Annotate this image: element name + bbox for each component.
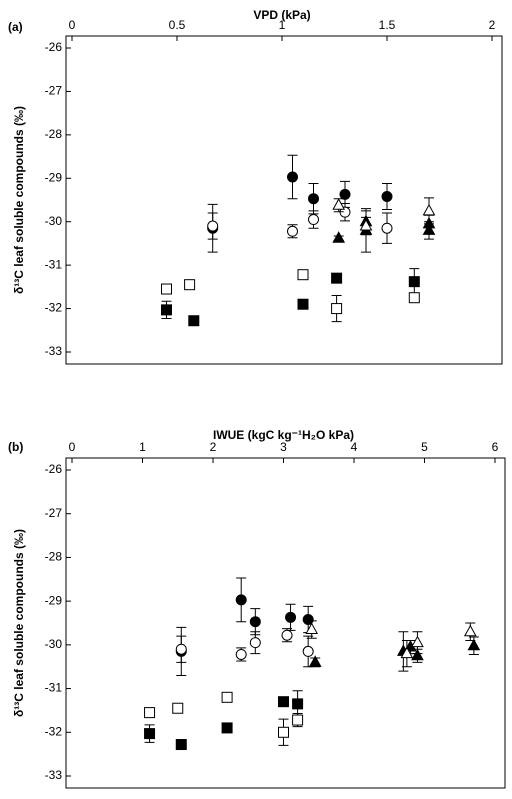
- point: [411, 648, 424, 661]
- plot-frame: [65, 35, 503, 365]
- point: [161, 304, 172, 316]
- x-tick-label: 0.5: [169, 18, 186, 32]
- y-tick-label: -30: [45, 214, 63, 228]
- point: [292, 698, 304, 710]
- y-tick-label: -28: [45, 127, 63, 141]
- y-tick-label: -30: [45, 637, 63, 651]
- point: [381, 222, 393, 234]
- point: [308, 193, 319, 205]
- x-tick-label: 4: [351, 440, 358, 454]
- y-tick-label: -31: [45, 257, 63, 271]
- point: [400, 646, 414, 659]
- point: [422, 223, 436, 235]
- point: [302, 645, 314, 657]
- point: [188, 315, 200, 327]
- point: [144, 707, 156, 719]
- point: [339, 188, 351, 200]
- point: [297, 298, 309, 310]
- x-tick-label: 1.5: [379, 18, 396, 32]
- point: [302, 614, 314, 626]
- x-tick-label: 1: [139, 440, 146, 454]
- point: [144, 728, 156, 740]
- point: [292, 714, 304, 726]
- point: [411, 635, 424, 648]
- panel-label: (a): [8, 20, 23, 34]
- y-tick-label: -33: [45, 344, 63, 358]
- point: [359, 219, 373, 231]
- point: [408, 276, 420, 288]
- point: [331, 272, 343, 284]
- point: [463, 624, 477, 637]
- x-tick-label: 0: [69, 440, 76, 454]
- point: [381, 191, 393, 203]
- point: [285, 611, 297, 623]
- point: [235, 594, 247, 606]
- point: [278, 726, 289, 738]
- x-tick-label: 5: [421, 440, 428, 454]
- plot-frame: [65, 457, 506, 789]
- point: [175, 739, 187, 751]
- y-tick-label: -29: [45, 593, 63, 607]
- point: [287, 171, 298, 183]
- point: [221, 722, 233, 734]
- point: [467, 638, 481, 651]
- y-axis-title: δ¹³C leaf soluble compounds (‰): [12, 529, 26, 717]
- x-tick-label: 6: [492, 440, 499, 454]
- y-tick-label: -32: [45, 724, 63, 738]
- point: [207, 220, 219, 232]
- x-tick-label: 2: [489, 18, 496, 32]
- y-tick-label: -26: [45, 40, 63, 54]
- point: [331, 303, 343, 315]
- point: [184, 279, 196, 291]
- point: [281, 629, 293, 641]
- y-tick-label: -32: [45, 301, 63, 315]
- y-tick-label: -27: [45, 84, 63, 98]
- point: [221, 691, 233, 703]
- y-tick-label: -27: [45, 506, 63, 520]
- y-tick-label: -28: [45, 550, 63, 564]
- y-axis-title: δ¹³C leaf soluble compounds (‰): [12, 106, 26, 294]
- point: [175, 643, 187, 655]
- panel-label: (b): [8, 440, 23, 454]
- x-axis-title: IWUE (kgC kg⁻¹H₂O kPa): [213, 428, 354, 442]
- x-tick-label: 1: [279, 18, 286, 32]
- x-tick-label: 2: [210, 440, 217, 454]
- point: [278, 696, 289, 708]
- x-tick-label: 3: [280, 440, 287, 454]
- y-tick-label: -26: [45, 462, 63, 476]
- point: [235, 648, 247, 660]
- point: [172, 702, 184, 714]
- point: [297, 269, 309, 281]
- point: [332, 198, 346, 210]
- point: [249, 616, 261, 628]
- y-tick-label: -31: [45, 681, 63, 695]
- point: [332, 231, 346, 243]
- point: [308, 214, 319, 226]
- y-tick-label: -29: [45, 170, 63, 184]
- point: [422, 203, 436, 216]
- x-axis-title: VPD (kPa): [253, 8, 310, 22]
- point: [305, 622, 319, 635]
- point: [287, 225, 298, 237]
- x-tick-label: 0: [69, 18, 76, 32]
- point: [161, 283, 172, 295]
- point: [408, 292, 420, 304]
- point: [249, 637, 261, 649]
- y-tick-label: -33: [45, 768, 63, 782]
- point: [308, 655, 322, 667]
